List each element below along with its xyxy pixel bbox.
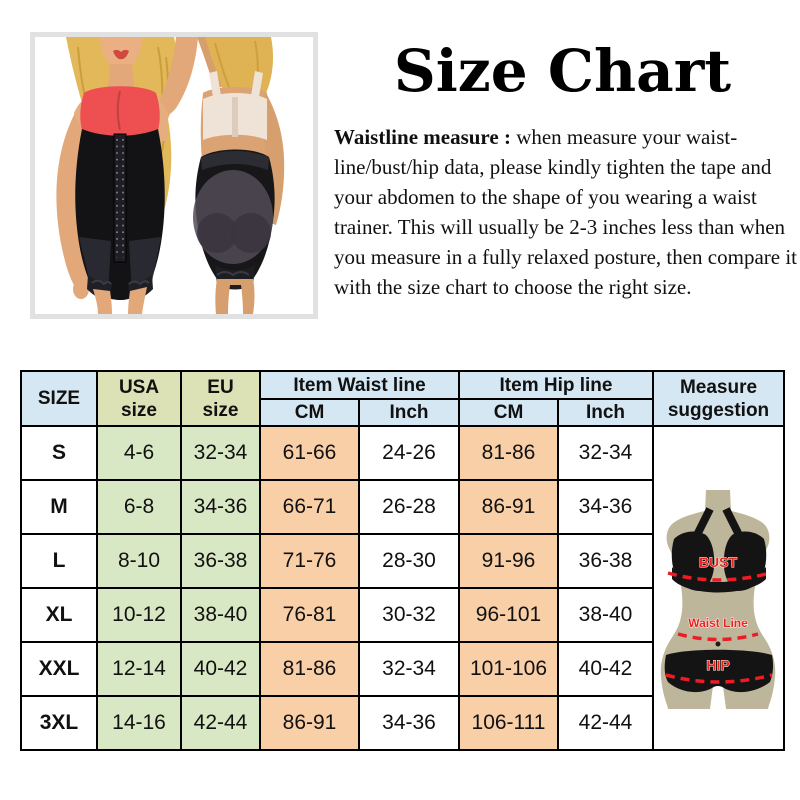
waist-cm-cell: 86-91 — [259, 695, 360, 751]
table-row-l: L 8-10 36-38 71-76 28-30 91-96 36-38 — [20, 533, 784, 589]
legs — [215, 279, 255, 314]
hip-cm-cell: 81-86 — [458, 425, 559, 481]
usa-cell: 14-16 — [96, 695, 182, 751]
waist-cm-cell: 76-81 — [259, 587, 360, 643]
waist-inch-cell: 30-32 — [358, 587, 460, 643]
hip-cm-cell: 91-96 — [458, 533, 559, 589]
usa-cell: 8-10 — [96, 533, 182, 589]
eu-cell: 36-38 — [180, 533, 261, 589]
bra-strap-right — [251, 71, 263, 97]
shapewear-models-illustration — [56, 37, 285, 314]
arm-down — [56, 115, 90, 287]
coral-bra — [80, 86, 160, 137]
hip-cm-cell: 106-111 — [458, 695, 559, 751]
hip-inch-cell: 34-36 — [557, 479, 654, 535]
hip-label: HIP — [706, 657, 729, 673]
header-eu-size: EU size — [180, 370, 261, 427]
measure-instructions-lead: Waistline measure : — [334, 125, 511, 149]
model-back-view — [193, 37, 285, 314]
table-row-s: S 4-6 32-34 61-66 24-26 81-86 32-34 BUST… — [20, 425, 785, 751]
size-cell: M — [20, 479, 98, 535]
product-photo — [30, 32, 318, 319]
table-row-m: M 6-8 34-36 66-71 26-28 86-91 34-36 — [20, 479, 784, 535]
hip-inch-cell: 32-34 — [557, 425, 654, 481]
waist-cm-cell: 66-71 — [259, 479, 360, 535]
eu-cell: 40-42 — [180, 641, 261, 697]
model-front-view — [56, 37, 198, 314]
bra-clasp — [232, 97, 238, 137]
size-chart-table: SIZE USA size EU size Item Waist line Item… — [20, 370, 785, 751]
table-header-row-2: CM Inch CM Inch — [21, 398, 784, 427]
waist-cm-cell: 71-76 — [259, 533, 360, 589]
header-size: SIZE — [20, 370, 98, 427]
hip-dashed-line — [665, 673, 772, 684]
hip-inch-cell: 40-42 — [557, 641, 654, 697]
usa-cell: 6-8 — [96, 479, 182, 535]
measure-instructions-body: when measure your waist-line/bust/hip da… — [334, 125, 798, 299]
eu-cell: 34-36 — [180, 479, 261, 535]
waist-cm-cell: 61-66 — [259, 425, 360, 481]
page-title: Size Chart — [393, 37, 732, 105]
hip-inch-cell: 42-44 — [557, 695, 654, 751]
bikini-under-band — [671, 567, 766, 593]
hip-inch-cell: 38-40 — [557, 587, 654, 643]
usa-cell: 4-6 — [96, 425, 182, 481]
bra-strap-left — [209, 71, 221, 97]
table-row-xl: XL 10-12 38-40 76-81 30-32 96-101 38-40 — [20, 587, 784, 643]
measure-figure: BUST Waist Line HIP — [660, 490, 775, 709]
header-hip-group: Item Hip line — [458, 370, 654, 400]
table-header-row-1: SIZE USA size EU size Item Waist line Item… — [20, 370, 785, 427]
usa-cell: 12-14 — [96, 641, 182, 697]
lips — [113, 49, 129, 60]
header-usa-size: USA size — [96, 370, 182, 427]
measure-instructions: Waistline measure : when measure your wa… — [334, 122, 797, 302]
legs — [93, 289, 112, 314]
lace-waistband — [201, 151, 269, 170]
waist-inch-cell: 26-28 — [358, 479, 460, 535]
measure-suggestion-cell: BUST Waist Line HIP — [652, 425, 785, 751]
hook-eye-strip — [113, 133, 127, 263]
navel — [715, 641, 720, 647]
mesh-thigh-right — [129, 237, 161, 294]
size-cell: 3XL — [20, 695, 98, 751]
header-waist-cm: CM — [259, 398, 360, 427]
waist-inch-cell: 28-30 — [358, 533, 460, 589]
header-waist-group: Item Waist line — [259, 370, 460, 400]
header-hip-inch: Inch — [557, 398, 654, 427]
size-cell: XXL — [20, 641, 98, 697]
waist-label: Waist Line — [688, 616, 748, 630]
eu-cell: 32-34 — [180, 425, 261, 481]
waist-inch-cell: 32-34 — [358, 641, 460, 697]
header-hip-cm: CM — [458, 398, 559, 427]
hand — [73, 279, 89, 299]
size-cell: L — [20, 533, 98, 589]
size-cell: XL — [20, 587, 98, 643]
table-row-xxl: XXL 12-14 40-42 81-86 32-34 101-106 40-4… — [20, 641, 784, 697]
waist-inch-cell: 24-26 — [358, 425, 460, 481]
header-measure-suggestion: Measure suggestion — [652, 370, 785, 427]
header-waist-inch: Inch — [358, 398, 460, 427]
hip-cm-cell: 101-106 — [458, 641, 559, 697]
usa-cell: 10-12 — [96, 587, 182, 643]
raised-arm — [160, 37, 198, 117]
bust-label: BUST — [698, 554, 737, 570]
waist-cm-cell: 81-86 — [259, 641, 360, 697]
neck — [108, 64, 134, 87]
hip-cm-cell: 86-91 — [458, 479, 559, 535]
bust-dashed-line — [667, 571, 770, 582]
waist-inch-cell: 34-36 — [358, 695, 460, 751]
hip-inch-cell: 36-38 — [557, 533, 654, 589]
size-cell: S — [20, 425, 98, 481]
table-row-3xl: 3XL 14-16 42-44 86-91 34-36 106-111 42-4… — [20, 695, 784, 751]
waist-dashed-line — [677, 632, 758, 642]
hip-cm-cell: 96-101 — [458, 587, 559, 643]
eu-cell: 42-44 — [180, 695, 261, 751]
mesh-thigh-left — [79, 237, 111, 294]
eu-cell: 38-40 — [180, 587, 261, 643]
